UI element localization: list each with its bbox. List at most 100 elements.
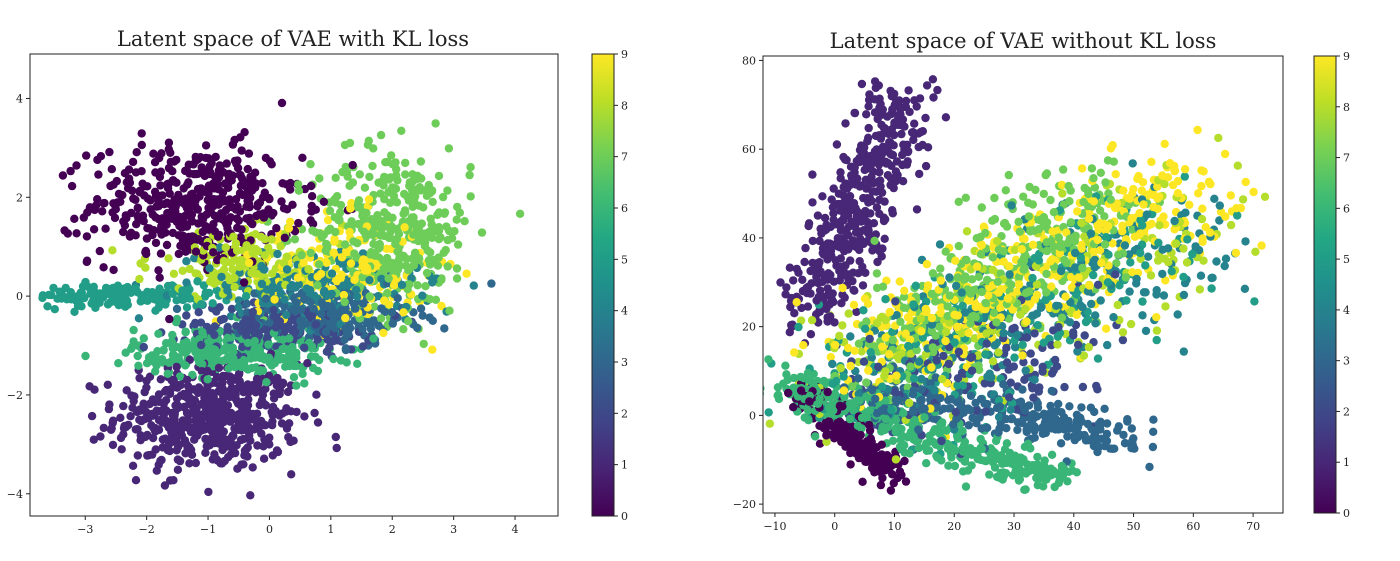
scatter-point [330, 213, 339, 222]
scatter-point [166, 148, 175, 157]
scatter-point [251, 183, 260, 192]
scatter-point [150, 158, 160, 167]
scatter-point [988, 253, 997, 262]
scatter-point [797, 303, 806, 313]
scatter-point [185, 399, 194, 409]
scatter-point [162, 240, 172, 250]
scatter-point [182, 303, 192, 312]
scatter-point [1167, 267, 1176, 276]
scatter-point [323, 215, 333, 225]
scatter-point [180, 348, 189, 357]
x-tick-label: −1 [200, 523, 216, 536]
scatter-point [413, 281, 422, 290]
scatter-point [294, 218, 303, 228]
scatter-point [299, 258, 308, 268]
scatter-point [365, 172, 374, 182]
scatter-point [850, 346, 859, 355]
scatter-point [922, 260, 932, 269]
scatter-point [95, 246, 105, 256]
scatter-point [286, 178, 295, 188]
scatter-point [87, 411, 97, 421]
scatter-point [319, 197, 329, 206]
scatter-point [164, 358, 174, 367]
scatter-point [1127, 444, 1136, 453]
scatter-point [830, 434, 839, 443]
scatter-point [808, 236, 817, 246]
scatter-point [263, 285, 272, 294]
scatter-point [1145, 462, 1154, 472]
scatter-point [360, 183, 370, 192]
scatter-point [72, 229, 81, 238]
scatter-point [1039, 338, 1049, 347]
scatter-point [1090, 407, 1099, 417]
scatter-point [977, 203, 986, 212]
scatter-point [350, 249, 359, 258]
scatter-point [332, 277, 342, 286]
scatter-point [433, 210, 442, 220]
scatter-point [101, 287, 111, 296]
scatter-point [375, 239, 384, 249]
scatter-point [1047, 341, 1056, 350]
scatter-point [450, 227, 459, 236]
scatter-point [359, 299, 368, 308]
scatter-point [185, 459, 194, 468]
scatter-point [384, 188, 393, 197]
scatter-point [331, 432, 340, 442]
scatter-point [211, 397, 221, 407]
scatter-point [1086, 229, 1096, 238]
scatter-point [271, 323, 281, 332]
scatter-point [444, 144, 454, 153]
scatter-point [184, 178, 193, 187]
scatter-point [1153, 256, 1163, 265]
scatter-point [994, 412, 1004, 422]
scatter-point [383, 174, 392, 183]
scatter-point [828, 359, 837, 369]
scatter-point [796, 316, 806, 325]
scatter-point [214, 411, 223, 421]
scatter-point [418, 311, 427, 320]
scatter-point [1146, 271, 1156, 280]
scatter-point [139, 334, 148, 343]
scatter-point [190, 196, 199, 205]
scatter-point [58, 171, 68, 180]
scatter-point [94, 170, 103, 179]
scatter-point [872, 269, 882, 278]
scatter-point [181, 328, 190, 337]
plot-area [29, 53, 559, 517]
scatter-point [901, 96, 911, 106]
scatter-point [129, 337, 138, 346]
scatter-point [93, 155, 102, 165]
scatter-point [1111, 170, 1120, 179]
scatter-point [128, 157, 138, 167]
scatter-point [850, 163, 859, 172]
scatter-point [302, 284, 311, 293]
scatter-point [230, 282, 239, 292]
scatter-point [225, 372, 234, 381]
scatter-point [443, 186, 452, 195]
scatter-point [127, 228, 136, 237]
scatter-point [355, 170, 364, 179]
scatter-point [130, 392, 139, 401]
scatter-point [1089, 174, 1098, 183]
scatter-point [834, 189, 844, 198]
scatter-point [99, 423, 109, 433]
colorbar-tick-label: 9 [621, 48, 628, 61]
scatter-point [1110, 444, 1119, 453]
scatter-point [185, 264, 194, 274]
scatter-point [59, 292, 68, 301]
chart-title: Latent space of VAE without KL loss [830, 29, 1217, 53]
scatter-point [1241, 237, 1250, 246]
scatter-point [341, 345, 351, 355]
chart-title: Latent space of VAE with KL loss [117, 27, 469, 51]
scatter-point [128, 186, 137, 195]
scatter-point [1143, 252, 1153, 261]
scatter-point [190, 320, 200, 329]
scatter-point [1089, 247, 1099, 256]
scatter-point [67, 181, 77, 191]
scatter-point [179, 389, 189, 399]
scatter-point [870, 108, 880, 117]
scatter-point [222, 159, 231, 168]
scatter-point [317, 298, 326, 307]
scatter-point [445, 306, 454, 315]
scatter-point [313, 281, 322, 290]
